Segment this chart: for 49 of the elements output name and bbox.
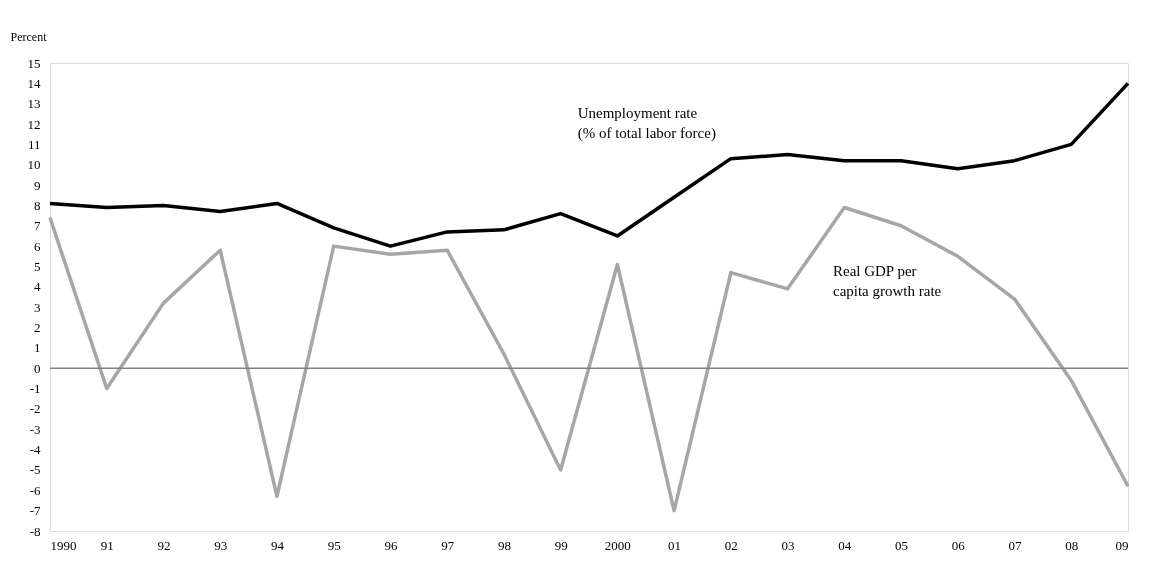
y-tick-label: 5 xyxy=(34,258,41,274)
y-tick-label: 1 xyxy=(34,340,41,356)
x-tick-label: 02 xyxy=(724,537,738,553)
y-tick-label: 3 xyxy=(34,299,41,315)
y-tick-label: 14 xyxy=(27,75,41,91)
y-tick-label: -1 xyxy=(29,381,41,397)
x-tick-label: 96 xyxy=(384,537,398,553)
line-series xyxy=(48,205,1130,513)
series-label: Real GDP per capita growth rate xyxy=(832,263,942,300)
y-tick-label: 0 xyxy=(34,360,41,376)
y-axis-title: Percent xyxy=(10,29,48,44)
x-tick-label: 98 xyxy=(497,537,511,553)
x-tick-label: 01 xyxy=(668,537,682,553)
y-tick-label: 15 xyxy=(27,55,41,71)
x-tick-label: 04 xyxy=(838,537,852,553)
x-tick-label: 03 xyxy=(781,537,795,553)
y-tick-label: -7 xyxy=(29,503,41,519)
y-tick-label: 6 xyxy=(34,238,41,254)
y-tick-label: -5 xyxy=(29,462,41,478)
y-tick-label: -3 xyxy=(29,421,41,437)
x-tick-label: 91 xyxy=(100,537,114,553)
line-series xyxy=(48,81,1130,248)
x-tick-label: 2000 xyxy=(604,537,631,553)
y-tick-label: 11 xyxy=(27,136,41,152)
x-tick-label: 08 xyxy=(1065,537,1079,553)
y-tick-label: 8 xyxy=(34,197,41,213)
y-tick-label: -8 xyxy=(29,523,41,539)
y-tick-label: 10 xyxy=(27,157,41,173)
y-tick-label: -4 xyxy=(29,442,41,458)
y-tick-label: 7 xyxy=(34,218,41,234)
x-tick-label: 92 xyxy=(157,537,171,553)
y-tick-label: 2 xyxy=(34,320,41,336)
x-tick-label: 05 xyxy=(895,537,909,553)
x-tick-label: 97 xyxy=(441,537,455,553)
y-tick-label: 12 xyxy=(27,116,41,132)
x-tick-label: 06 xyxy=(951,537,966,553)
y-tick-label: 13 xyxy=(27,96,41,112)
y-tick-label: 4 xyxy=(34,279,41,295)
y-tick-label: 9 xyxy=(34,177,41,193)
x-tick-label: 1990 xyxy=(50,537,77,553)
y-tick-label: -6 xyxy=(29,482,41,498)
x-tick-label: 09 xyxy=(1115,537,1129,553)
x-tick-label: 07 xyxy=(1008,537,1023,553)
x-tick-label: 95 xyxy=(327,537,341,553)
x-tick-label: 94 xyxy=(270,537,285,553)
x-tick-label: 99 xyxy=(554,537,568,553)
y-tick-label: -2 xyxy=(29,401,41,417)
x-tick-label: 93 xyxy=(214,537,228,553)
series-label: Unemployment rate (% of total labor force) xyxy=(577,104,716,142)
